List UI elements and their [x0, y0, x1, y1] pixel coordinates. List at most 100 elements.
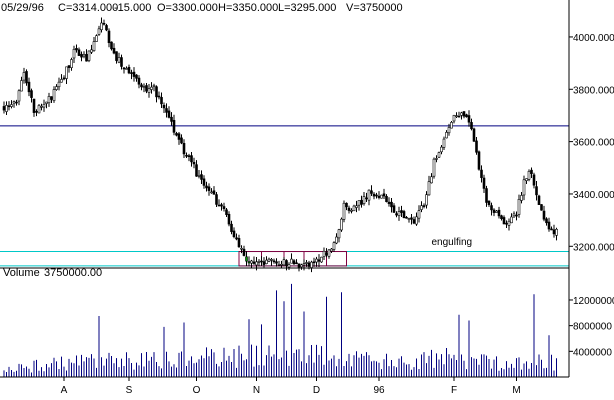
candle-body	[227, 213, 231, 225]
candle-body	[190, 155, 193, 163]
candle-body	[422, 205, 426, 207]
candle-body	[465, 114, 468, 118]
candle-body	[400, 210, 403, 213]
candle-body	[210, 191, 213, 194]
candle-body	[112, 47, 116, 54]
candle-body	[165, 108, 168, 113]
candle-body	[477, 151, 481, 170]
volume-title: Volume	[3, 267, 40, 279]
candle-body	[330, 248, 333, 252]
volume-tick-label: 8000000	[573, 322, 612, 333]
candle-body	[105, 25, 108, 31]
candle-body	[95, 35, 98, 42]
candle-body	[462, 111, 466, 117]
candle-body	[230, 223, 233, 232]
candle-body	[262, 261, 266, 265]
price-tick-label: 3600.000	[573, 138, 614, 149]
candle-body	[392, 205, 396, 213]
candle-body	[547, 221, 551, 230]
candle-body	[65, 66, 68, 79]
candle-body	[70, 59, 73, 68]
candle-body	[180, 137, 183, 144]
candle-body	[415, 216, 418, 225]
candle-body	[270, 259, 273, 261]
candle-body	[217, 204, 221, 207]
candle-body	[485, 188, 488, 203]
candle-body	[220, 204, 223, 207]
x-tick-label: A	[61, 385, 68, 396]
candle-body	[257, 261, 261, 263]
candle-body	[402, 211, 406, 219]
candle-body	[135, 74, 138, 79]
candle-body	[412, 219, 416, 224]
candle-body	[62, 77, 66, 80]
candle-body	[452, 115, 456, 122]
price-panel: engulfing	[0, 17, 569, 273]
candle-body	[292, 260, 296, 265]
header-volume: V=3750000	[346, 2, 403, 14]
candle-body	[177, 133, 181, 140]
candle-body	[555, 228, 558, 236]
candle-body	[460, 112, 463, 116]
candle-body	[522, 179, 526, 196]
candle-body	[250, 260, 253, 264]
candle-body	[75, 48, 78, 51]
candle-body	[515, 214, 518, 217]
candle-body	[10, 104, 13, 107]
candle-body	[60, 79, 63, 83]
candle-body	[297, 263, 301, 268]
candle-body	[100, 22, 103, 31]
candle-body	[385, 195, 388, 203]
candle-body	[215, 194, 218, 205]
candle-body	[247, 261, 251, 264]
candle-body	[57, 81, 61, 88]
candle-body	[545, 218, 548, 224]
candle-body	[362, 196, 366, 204]
candle-body	[197, 174, 201, 177]
candle-body	[280, 264, 283, 266]
candle-body	[342, 202, 346, 220]
candle-body	[457, 115, 461, 118]
candle-body	[510, 216, 513, 224]
candle-body	[207, 186, 211, 191]
candle-body	[347, 207, 351, 211]
candle-body	[245, 256, 248, 262]
candle-body	[265, 259, 268, 264]
x-tick-label: N	[253, 385, 260, 396]
candle-body	[480, 169, 483, 178]
candle-body	[540, 204, 543, 211]
candle-body	[345, 202, 348, 208]
candle-body	[320, 256, 323, 263]
candle-body	[532, 174, 536, 186]
candle-body	[525, 178, 528, 181]
candle-body	[360, 199, 363, 205]
header-date: 05/29/96	[1, 2, 44, 14]
volume-tick-label: 12000000	[573, 296, 614, 307]
candle-body	[517, 199, 521, 215]
candle-body	[387, 201, 391, 204]
header-close: C=3314.000	[58, 2, 118, 14]
candle-body	[17, 90, 21, 102]
candle-body	[282, 259, 286, 266]
candle-body	[357, 200, 361, 206]
candle-body	[140, 84, 143, 88]
candle-body	[370, 190, 373, 194]
header-low: L=3295.000	[278, 2, 336, 14]
candle-body	[170, 116, 173, 122]
candle-body	[142, 86, 146, 88]
header-open: O=3300.000	[157, 2, 218, 14]
candle-body	[300, 264, 303, 268]
candle-body	[410, 217, 413, 220]
candle-body	[472, 128, 476, 142]
candle-body	[50, 96, 53, 100]
candle-body	[72, 48, 76, 59]
candle-body	[32, 98, 36, 113]
candle-body	[327, 249, 331, 257]
candle-body	[367, 189, 371, 201]
candle-body	[160, 97, 163, 105]
candle-body	[222, 206, 226, 209]
candle-body	[430, 176, 433, 184]
candle-body	[145, 85, 148, 92]
candle-body	[137, 77, 141, 85]
candle-body	[252, 261, 256, 264]
